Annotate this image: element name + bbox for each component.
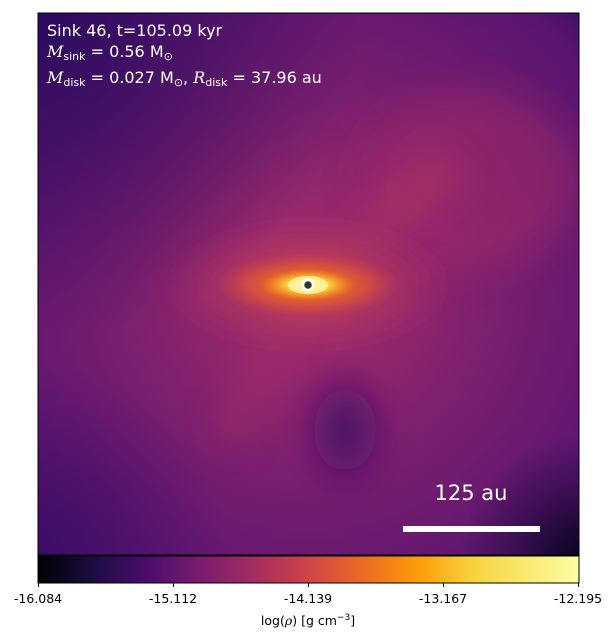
m-sink-solar-symbol: ⊙ bbox=[163, 50, 173, 63]
r-disk-subscript: disk bbox=[205, 76, 228, 89]
sink-title: Sink 46, t=105.09 kyr bbox=[47, 21, 223, 40]
m-disk-value: = 0.027 M bbox=[85, 68, 174, 87]
colorbar-ticks bbox=[38, 583, 579, 587]
cbar-label-suffix: ] bbox=[350, 613, 356, 629]
colorbar-tick-label: -13.167 bbox=[418, 591, 468, 606]
panel-frame bbox=[37, 12, 580, 556]
m-sink-subscript: sink bbox=[63, 50, 86, 63]
cbar-label-prefix: log( bbox=[260, 613, 285, 629]
m-sink-symbol: M bbox=[47, 42, 64, 61]
cbar-label-exponent: −3 bbox=[336, 613, 351, 623]
r-disk-symbol: R bbox=[193, 68, 206, 87]
scale-bar-label: 125 au bbox=[434, 481, 508, 505]
sink-info-annotation: Sink 46, t=105.09 kyr Msink = 0.56 M⊙ Md… bbox=[47, 20, 322, 93]
m-disk-subscript: disk bbox=[63, 76, 86, 89]
colorbar-tick-label: -12.195 bbox=[553, 591, 603, 606]
sink-mass-line: Msink = 0.56 M⊙ bbox=[47, 41, 322, 67]
colorbar-tick-label: -14.139 bbox=[283, 591, 333, 606]
m-sink-value: = 0.56 M bbox=[85, 42, 164, 61]
colorbar-tick-label: -15.112 bbox=[148, 591, 198, 606]
m-disk-symbol: M bbox=[47, 68, 64, 87]
cbar-label-rho: ρ bbox=[284, 613, 293, 629]
sink-particle-marker bbox=[301, 278, 315, 292]
colorbar-tick-label: -16.084 bbox=[13, 591, 63, 606]
r-disk-value: = 37.96 au bbox=[227, 68, 322, 87]
colorbar bbox=[37, 555, 580, 584]
m-disk-solar-symbol: ⊙ bbox=[173, 76, 184, 89]
disk-properties-line: Mdisk = 0.027 M⊙, Rdisk = 37.96 au bbox=[47, 67, 322, 93]
scale-bar bbox=[403, 526, 540, 532]
cbar-label-mid: ) [g cm bbox=[292, 613, 337, 629]
separator: , bbox=[183, 68, 194, 87]
colorbar-label: log(ρ) [g cm−3] bbox=[261, 613, 355, 628]
